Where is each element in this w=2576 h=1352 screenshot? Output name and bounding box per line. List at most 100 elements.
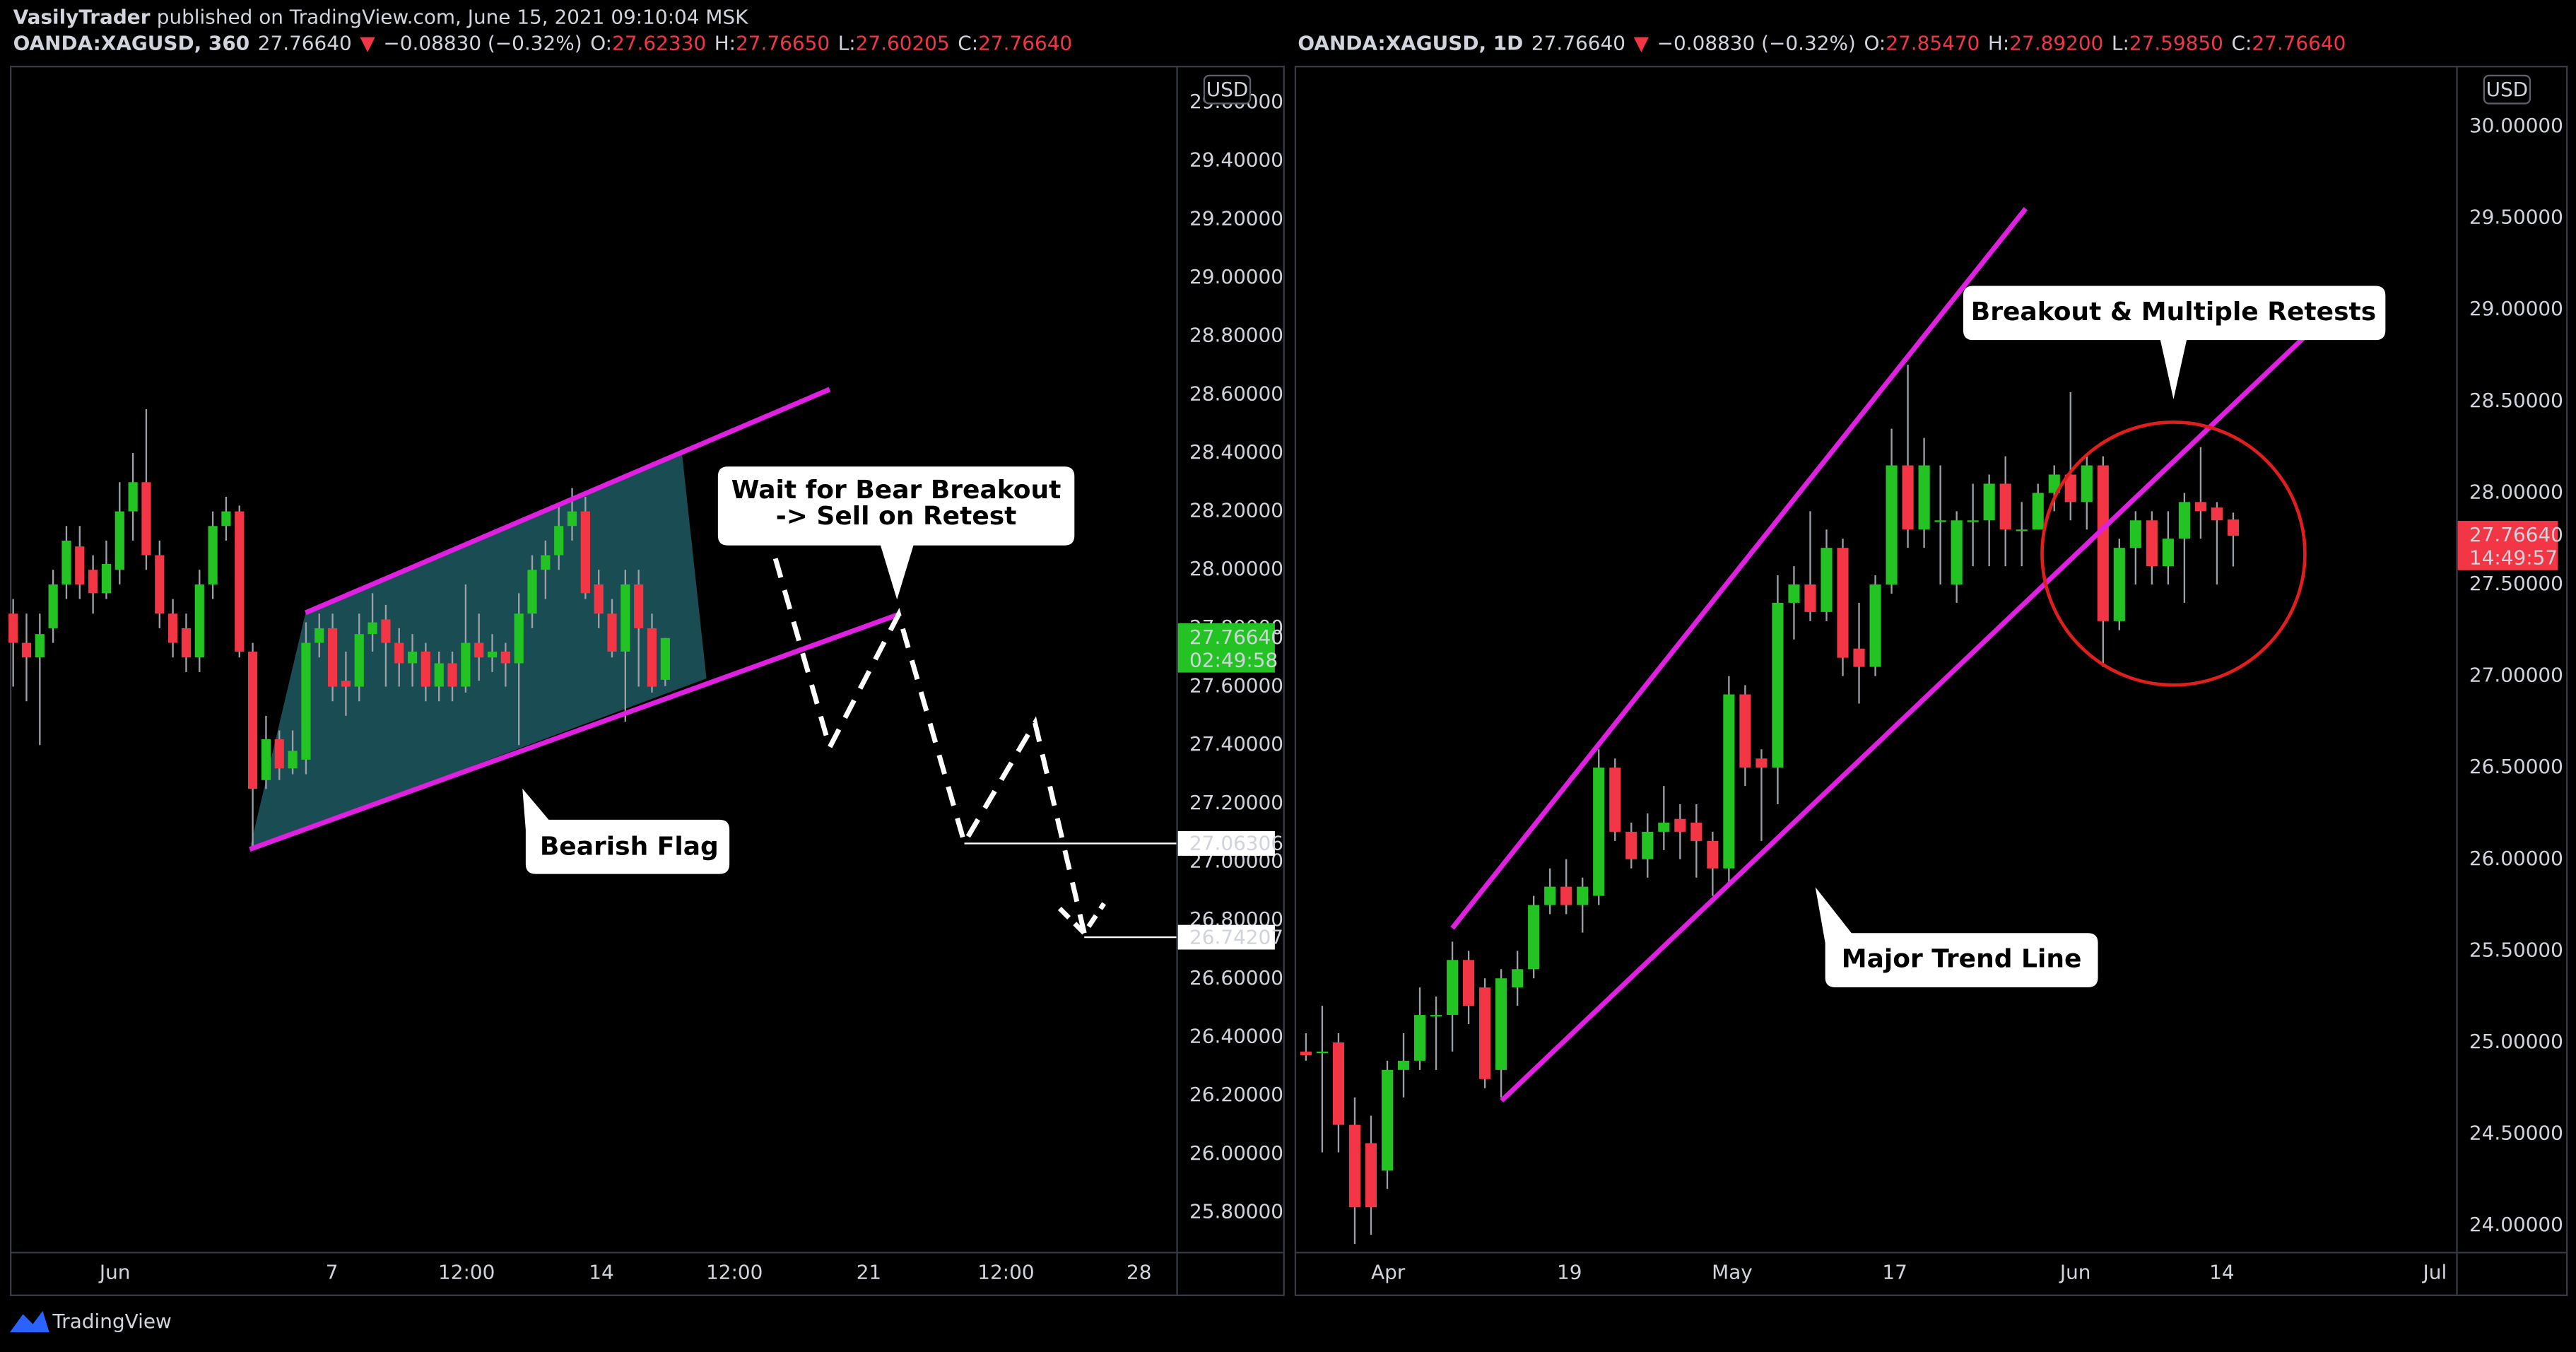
major-trend-line — [1500, 298, 2345, 1103]
callout-box — [717, 466, 1075, 600]
candle-body — [1495, 978, 1507, 1070]
candle-body — [235, 511, 245, 652]
candle-body — [101, 563, 112, 594]
header-part: L: — [838, 32, 856, 55]
header-part: 27.76640 — [978, 32, 1072, 55]
x-tick-label: 19 — [1557, 1260, 1582, 1283]
candle-body — [1642, 831, 1654, 859]
header-part: H: — [1988, 32, 2009, 55]
candle-body — [474, 642, 484, 658]
callout-text: Major Trend Line — [1842, 945, 2082, 974]
candle-body — [2016, 529, 2028, 531]
retest-circle — [2040, 421, 2307, 687]
projection-arrow — [1057, 902, 1107, 937]
candle-body — [1707, 840, 1719, 869]
publish-info: published on TradingView.com, June 15, 2… — [157, 6, 748, 29]
publish-line: VasilyTrader published on TradingView.com… — [13, 6, 749, 29]
y-tick-label: 26.00000 — [1189, 1141, 1283, 1165]
last-price-label: 27.76640 — [1189, 625, 1283, 649]
candle-body — [1348, 1124, 1361, 1208]
candle-body — [1430, 1015, 1442, 1017]
y-tick-label: 26.60000 — [1189, 966, 1283, 989]
candle-body — [1918, 465, 1930, 530]
channel-upper-line — [1450, 207, 2028, 930]
candle-body — [341, 681, 351, 687]
candle-body — [487, 651, 498, 658]
candle-body — [594, 584, 604, 614]
x-tick-label: 12:00 — [438, 1260, 495, 1283]
header-part: ▼ — [1634, 32, 1649, 55]
candle-body — [248, 651, 258, 789]
candle-body — [367, 622, 377, 635]
flag-lower-line — [249, 612, 900, 852]
level-label: 27.06306 — [1189, 832, 1283, 855]
logo-icon — [9, 1310, 49, 1333]
candle-body — [1788, 584, 1800, 603]
header-part: L: — [2112, 32, 2129, 55]
y-tick-label: 26.20000 — [1189, 1083, 1283, 1106]
header-part: −0.08830 (−0.32%) — [383, 32, 582, 55]
header-part: C: — [2232, 32, 2252, 55]
y-tick-label: 25.00000 — [2469, 1030, 2563, 1053]
y-tick-label: 29.00000 — [2469, 297, 2563, 320]
right-candles — [1300, 364, 2240, 1245]
candle-body — [381, 619, 391, 643]
candle-body — [194, 584, 204, 658]
callout-box — [522, 788, 730, 874]
candle-body — [155, 555, 165, 614]
left-panel — [9, 65, 1285, 1296]
candle-body — [1577, 886, 1589, 905]
author: VasilyTrader — [13, 6, 151, 29]
candle-body — [447, 663, 457, 687]
candle-body — [1967, 520, 1979, 522]
candle-body — [2146, 520, 2158, 567]
candle-body — [2081, 465, 2093, 502]
candle-body — [1479, 987, 1491, 1079]
candle-body — [514, 613, 524, 664]
y-tick-label: 26.40000 — [1189, 1024, 1283, 1047]
chart-header: OANDA:XAGUSD, 1D 27.76640 ▼ −0.08830 (−0.32… — [1298, 32, 2346, 55]
candle-body — [1528, 905, 1540, 970]
header-part: 27.76640 — [1531, 32, 1625, 55]
x-tick-label: 12:00 — [977, 1260, 1034, 1283]
level-label: 26.74207 — [1189, 925, 1283, 948]
y-tick-label: 28.60000 — [1189, 382, 1283, 405]
y-tick-label: 29.50000 — [2469, 206, 2563, 229]
x-tick-label: May — [1712, 1260, 1753, 1283]
level-label-box — [1177, 924, 1275, 950]
candle-body — [2129, 520, 2141, 548]
candle-body — [461, 642, 471, 687]
candle-body — [2211, 507, 2223, 521]
y-tick-label: 28.50000 — [2469, 389, 2563, 412]
candle-body — [1837, 548, 1849, 658]
header-part: O: — [1864, 32, 1886, 55]
candle-body — [1463, 960, 1475, 1006]
y-tick-label: 25.50000 — [2469, 938, 2563, 961]
candle-body — [1951, 520, 1963, 584]
candle-body — [1609, 768, 1621, 832]
header-part: 27.89200 — [2009, 32, 2103, 55]
candle-body — [634, 584, 644, 628]
candle-body — [21, 642, 32, 658]
currency-label: USD — [2486, 78, 2529, 101]
header-part: C: — [958, 32, 978, 55]
last-price-box — [1177, 623, 1275, 673]
candle-body — [407, 651, 418, 664]
header-part: 27.62330 — [612, 32, 706, 55]
header-part: OANDA:XAGUSD, 1D — [1298, 32, 1523, 55]
y-tick-label: 26.50000 — [2469, 755, 2563, 778]
x-tick-label: Jun — [2059, 1260, 2091, 1283]
y-tick-label: 29.00000 — [1189, 265, 1283, 288]
currency-box — [2483, 74, 2531, 105]
callout-box — [1963, 286, 2386, 399]
flag-upper-line — [305, 387, 831, 616]
candle-body — [2032, 493, 2044, 530]
candle-body — [1413, 1015, 1426, 1061]
level-label-box — [1177, 831, 1275, 856]
candle-body — [141, 482, 151, 556]
y-tick-label: 27.50000 — [2469, 572, 2563, 595]
x-tick-label: 28 — [1127, 1260, 1151, 1283]
candle-body — [1560, 886, 1572, 905]
candle-body — [500, 651, 510, 664]
y-tick-label: 28.40000 — [1189, 440, 1283, 464]
